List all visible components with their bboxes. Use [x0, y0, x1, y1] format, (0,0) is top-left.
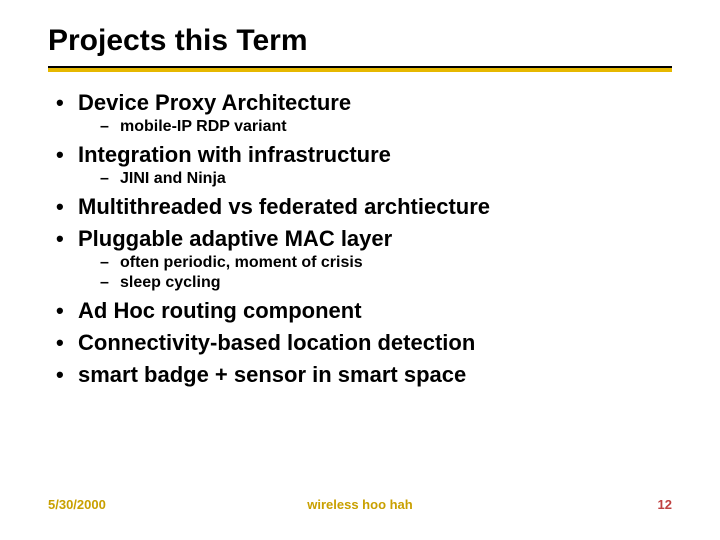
slide-footer: 5/30/2000 wireless hoo hah 12 — [48, 497, 672, 512]
bullet-level2: JINI and Ninja — [56, 170, 672, 188]
footer-page-number: 12 — [658, 497, 672, 512]
title-rule-gold — [48, 68, 672, 72]
slide-title: Projects this Term — [48, 24, 672, 58]
footer-date: 5/30/2000 — [48, 497, 106, 512]
bullet-level1: Integration with infrastructure — [56, 142, 672, 168]
bullet-level2: often periodic, moment of crisis — [56, 254, 672, 272]
slide-content: Device Proxy Architecture mobile-IP RDP … — [48, 90, 672, 388]
footer-center: wireless hoo hah — [307, 497, 412, 512]
bullet-level2: mobile-IP RDP variant — [56, 118, 672, 136]
bullet-level1: Connectivity-based location detection — [56, 330, 672, 356]
bullet-level1: Ad Hoc routing component — [56, 298, 672, 324]
bullet-level1: Device Proxy Architecture — [56, 90, 672, 116]
slide: Projects this Term Device Proxy Architec… — [0, 0, 720, 540]
bullet-level2: sleep cycling — [56, 274, 672, 292]
bullet-level1: Multithreaded vs federated archtiecture — [56, 194, 672, 220]
bullet-level1: smart badge + sensor in smart space — [56, 362, 672, 388]
bullet-level1: Pluggable adaptive MAC layer — [56, 226, 672, 252]
